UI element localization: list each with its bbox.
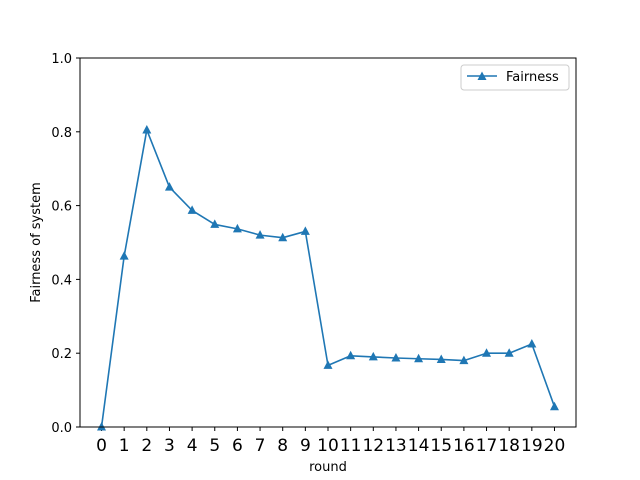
data-point-marker [482,348,492,357]
x-tick-label: 9 [300,436,311,456]
data-point-marker [436,354,446,363]
y-tick-label: 0.2 [51,347,72,362]
x-tick-label: 7 [255,436,266,456]
y-tick-label: 0.8 [51,126,72,141]
data-point-marker [97,422,107,431]
data-point-marker [142,124,152,134]
x-tick-label: 5 [209,436,220,456]
x-tick-label: 6 [232,436,243,456]
data-point-marker [549,401,559,411]
legend-marker-triangle [477,71,487,80]
x-tick-label: 16 [453,436,475,456]
plot-frame [79,57,577,428]
x-tick-label: 1 [119,436,130,456]
legend-label: Fairness [506,70,559,85]
data-point-marker [187,205,197,214]
y-axis-ticks: 0.0 0.2 0.4 0.6 0.8 1.0 [51,52,80,436]
series-layer [97,124,559,431]
y-tick-label: 0.6 [51,200,72,215]
x-tick-label: 3 [164,436,175,456]
x-tick-label: 18 [498,436,520,456]
data-point-marker [164,182,174,191]
y-tick-label: 0.0 [51,421,72,436]
x-tick-label: 12 [362,436,384,456]
y-tick-label: 1.0 [51,52,72,67]
x-tick-label: 11 [340,436,362,456]
x-tick-label: 15 [430,436,452,456]
y-tick-label: 0.4 [51,273,72,288]
data-point-marker [459,355,469,365]
data-point-marker [391,352,401,362]
data-point-marker [323,360,333,369]
data-point-marker [414,353,424,363]
data-point-marker [504,348,514,357]
x-tick-label: 8 [277,436,288,456]
y-axis-label: Fairness of system [29,182,44,303]
data-point-marker [278,232,288,242]
data-point-marker [210,219,220,228]
data-point-marker [346,350,356,360]
data-point-marker [527,338,537,348]
x-tick-label: 14 [408,436,430,456]
x-tick-label: 13 [385,436,407,456]
data-point-marker [232,223,242,233]
x-tick-label: 19 [521,436,543,456]
x-tick-label: 17 [476,436,498,456]
x-axis-ticks: 0 1 2 3 4 5 6 7 8 9 10 11 12 13 14 15 16 17 18 19 20 [96,427,565,456]
x-axis-label: round [309,460,347,475]
x-tick-label: 10 [317,436,339,456]
legend: Fairness [460,64,570,91]
x-tick-label: 20 [544,436,566,456]
x-tick-label: 0 [96,436,107,456]
legend-box [460,64,570,91]
data-point-marker [255,230,265,239]
x-tick-label: 4 [187,436,198,456]
x-tick-label: 2 [141,436,152,456]
plot-area [80,58,576,427]
data-point-marker [119,251,129,260]
data-point-marker [300,226,310,235]
data-point-marker [368,351,378,361]
